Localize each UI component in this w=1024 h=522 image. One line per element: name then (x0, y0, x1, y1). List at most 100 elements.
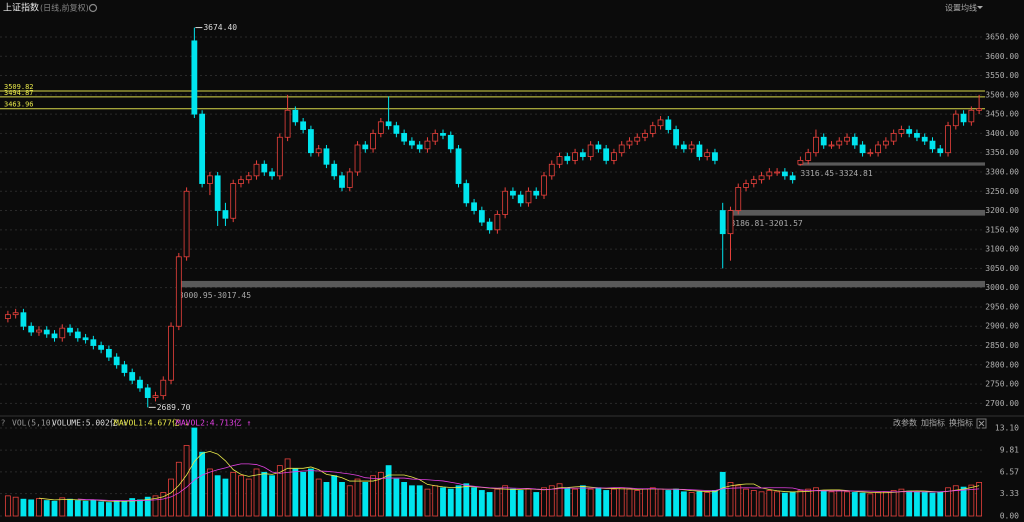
max-annotation: 3674.40 (203, 23, 237, 32)
y-tick-label: 3000.00 (985, 283, 1019, 292)
candle-body (455, 148, 462, 184)
volume-bar (315, 478, 322, 517)
candle-body (743, 183, 749, 188)
volume-bar (253, 468, 260, 517)
volume-bar (409, 485, 415, 517)
mavol1-line (38, 450, 980, 502)
volume-bar (494, 488, 501, 517)
volume-bar (960, 486, 967, 517)
volume-bar (548, 485, 555, 517)
candle-body (191, 40, 198, 115)
y-tick-label: 2750.00 (985, 380, 1019, 389)
y-tick-label: 2950.00 (985, 302, 1019, 311)
volume-bar (416, 485, 423, 517)
candle-body (370, 133, 376, 150)
candle-body (859, 144, 866, 154)
panel-button[interactable]: 换指标 (949, 418, 973, 428)
volume-bar (238, 475, 244, 517)
volume-bar (51, 500, 58, 517)
candle-body (517, 194, 524, 204)
volume-bar (230, 471, 237, 517)
candle-body (502, 190, 509, 215)
candle-body (416, 144, 423, 150)
volume-bar (4, 495, 11, 517)
panel-button[interactable]: 改参数 (893, 418, 917, 428)
candle-body (245, 175, 252, 181)
gear-icon[interactable] (88, 3, 98, 13)
candle-body (906, 129, 913, 134)
candle-body (898, 129, 905, 134)
volume-bar (595, 487, 602, 517)
y-tick-label: 3500.00 (985, 90, 1019, 99)
candle-body (276, 136, 283, 177)
candle-body (222, 210, 229, 219)
volume-bar (362, 482, 369, 517)
candle-body (315, 148, 322, 154)
panel-icon[interactable]: ? (1, 419, 5, 428)
volume-bar (129, 498, 136, 517)
volume-bar (611, 488, 617, 517)
candle-body (362, 144, 369, 150)
candle-body (447, 134, 454, 150)
y-tick-label: 3.33 (1000, 489, 1019, 498)
gap-zone-label: 3316.45-3324.81 (800, 169, 872, 178)
y-tick-label: 2900.00 (985, 322, 1019, 331)
volume-bar (432, 485, 439, 517)
mavol2-line (77, 463, 980, 502)
dropdown-arrow[interactable] (977, 6, 983, 9)
volume-bar (339, 482, 345, 517)
candle-body (665, 119, 672, 130)
y-tick-label: 3150.00 (985, 225, 1019, 234)
y-tick-label: 3450.00 (985, 110, 1019, 119)
candle-body (890, 133, 897, 142)
volume-bar (300, 471, 307, 517)
candle-body (696, 144, 703, 157)
y-tick-label: 6.57 (1000, 467, 1019, 476)
candle-body (137, 379, 143, 389)
volume-bar (696, 491, 703, 517)
candle-body (393, 125, 400, 134)
y-tick-label: 3550.00 (985, 71, 1019, 80)
volume-bar (160, 492, 167, 517)
candle-body (401, 133, 408, 142)
volume-bar (28, 499, 35, 517)
candle-body (921, 136, 928, 142)
candle-body (510, 190, 516, 196)
y-tick-label: 3350.00 (985, 148, 1019, 157)
volume-bar (385, 465, 392, 517)
candle-body (253, 163, 260, 177)
volume-bar (137, 499, 143, 517)
volume-bar (952, 485, 959, 517)
candle-body (238, 179, 244, 184)
volume-bar (121, 500, 128, 517)
candle-body (230, 183, 237, 219)
candle-body (882, 140, 889, 146)
volume-bar (222, 478, 229, 517)
volume-bar (113, 500, 120, 517)
gap-zone (798, 162, 985, 166)
volume-bar (976, 481, 983, 517)
candle-body (626, 140, 633, 146)
candle-body (595, 144, 602, 150)
volume-bar (781, 492, 788, 517)
volume-bar (657, 488, 664, 517)
panel-button[interactable]: 加指标 (921, 418, 945, 428)
y-tick-label: 3100.00 (985, 245, 1019, 254)
settings-button[interactable]: 设置均线 (945, 3, 977, 13)
candle-body (486, 221, 493, 231)
candle-body (261, 163, 268, 173)
candle-body (813, 136, 819, 154)
volume-bar (144, 496, 151, 517)
candle-body (914, 133, 920, 138)
candle-body (758, 175, 765, 181)
candle-body (354, 144, 361, 173)
volume-bar (743, 488, 749, 517)
mavol1-value: MAVOL1:4.677亿 ↓ (114, 418, 189, 428)
candle-body (750, 179, 757, 184)
volume-bar (447, 488, 454, 517)
y-tick-label: 3400.00 (985, 129, 1019, 138)
candle-body (587, 144, 594, 157)
gap-zone-label: 3186.81-3201.57 (730, 219, 802, 228)
volume-bar (82, 500, 89, 517)
